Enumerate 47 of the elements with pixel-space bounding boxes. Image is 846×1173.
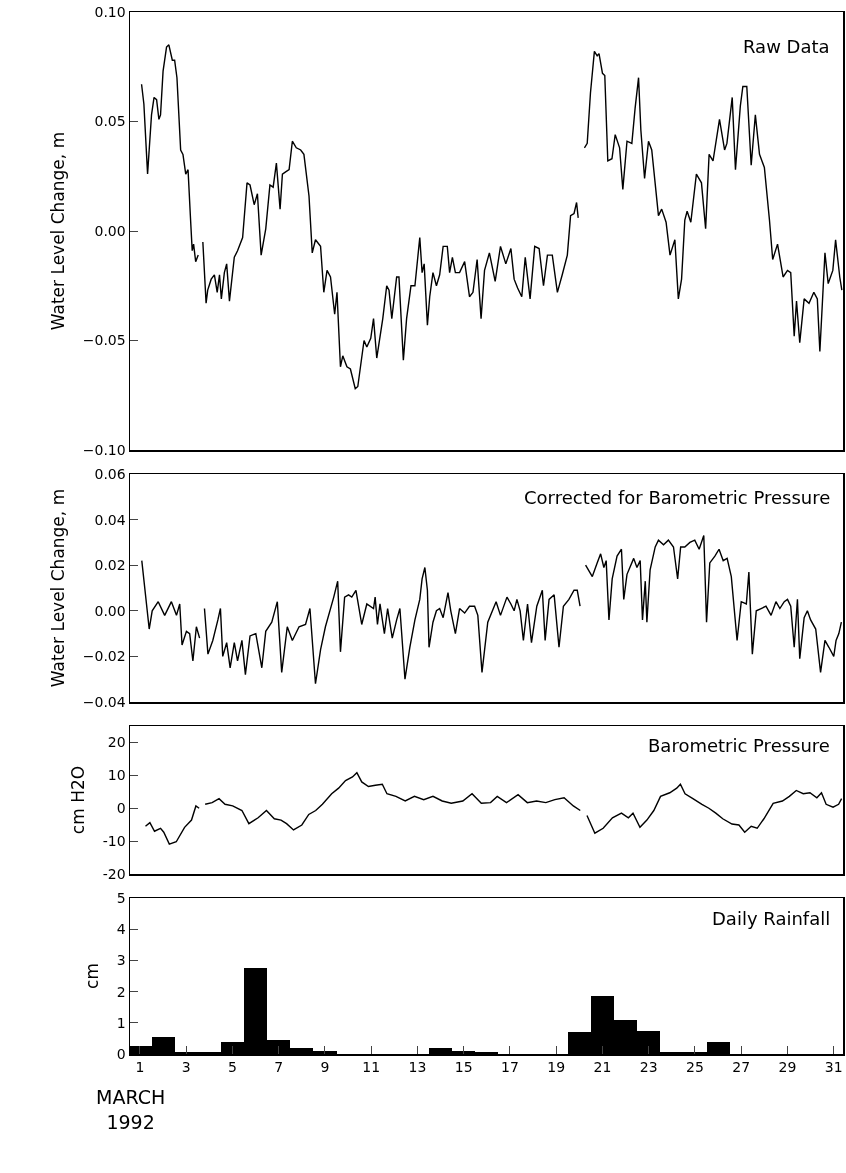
x-tick-label: 3 — [181, 1059, 191, 1076]
text: Raw Data — [743, 36, 830, 57]
y-tick-label: −0.10 — [82, 441, 126, 458]
y-tick-label: −0.05 — [82, 332, 126, 349]
x-tick-label: 9 — [320, 1059, 330, 1076]
x-tick-label: 1 — [135, 1059, 145, 1076]
y-tick-label: 10 — [107, 767, 126, 784]
y-tick-label: 0 — [116, 1045, 126, 1062]
x-tick-label: 5 — [227, 1059, 237, 1076]
x-tick-label: 31 — [824, 1059, 843, 1076]
x-tick-label: 15 — [454, 1059, 473, 1076]
text: Daily Rainfall — [712, 908, 831, 929]
y-tick-label: 4 — [116, 921, 126, 938]
y-tick-label: 0 — [116, 800, 126, 817]
x-tick-label: 17 — [501, 1059, 519, 1076]
y-tick-label: 2 — [116, 983, 126, 1000]
x-tick-label: 25 — [686, 1059, 704, 1076]
y-tick-label: −0.04 — [82, 693, 126, 710]
x-tick-label: 11 — [362, 1059, 381, 1076]
y-axis-title: cm — [81, 963, 102, 989]
y-tick-label: 3 — [116, 952, 126, 969]
y-tick-label: 5 — [116, 889, 126, 906]
x-tick-label: 27 — [732, 1059, 751, 1076]
text: Corrected for Barometric Pressure — [524, 487, 831, 508]
y-axis-title: cm H2O — [67, 765, 88, 835]
y-tick-label: 0.05 — [94, 113, 126, 130]
y-tick-label: -20 — [102, 865, 126, 882]
x-tick-label: 13 — [408, 1059, 427, 1076]
y-axis-title: Water Level Change, m — [47, 131, 68, 331]
y-tick-label: 1 — [116, 1014, 126, 1031]
x-tick-label: 29 — [778, 1059, 797, 1076]
x-axis-title: MARCH 1992 — [96, 1086, 166, 1133]
x-tick-label: 21 — [593, 1059, 612, 1076]
y-tick-label: 0.06 — [94, 465, 126, 482]
x-tick-label: 19 — [547, 1059, 566, 1076]
y-tick-label: 0.00 — [94, 602, 126, 619]
y-tick-label: 0.02 — [94, 557, 126, 574]
y-axis-title: Water Level Change, m — [47, 488, 68, 688]
text: Barometric Pressure — [648, 735, 830, 756]
x-tick-label: 23 — [639, 1059, 658, 1076]
y-tick-label: 0.10 — [94, 3, 126, 20]
x-tick-label: 7 — [274, 1059, 284, 1076]
y-tick-label: 0.04 — [94, 511, 126, 528]
y-tick-label: -10 — [102, 833, 126, 850]
y-tick-label: 0.00 — [94, 222, 126, 239]
y-tick-label: 20 — [107, 734, 126, 751]
y-tick-label: −0.02 — [82, 648, 126, 665]
